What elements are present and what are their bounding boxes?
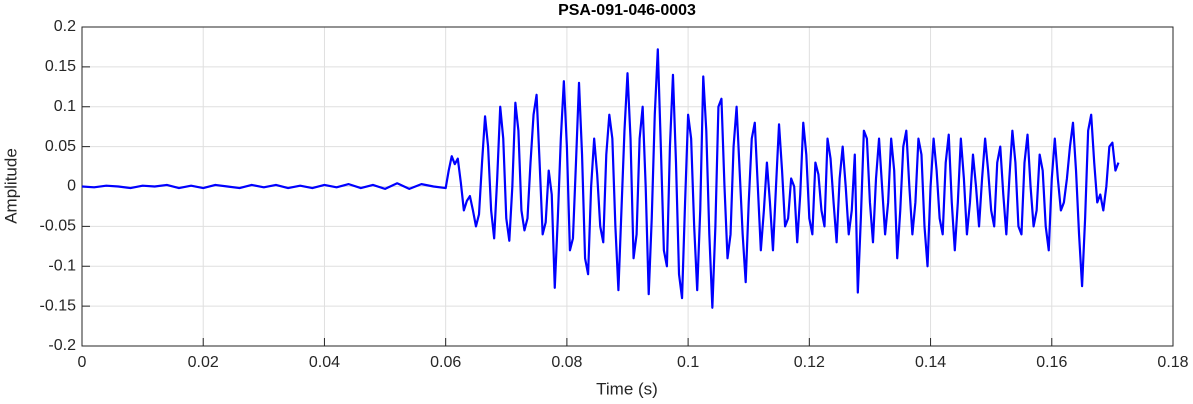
x-axis-label: Time (s)	[596, 379, 658, 398]
y-tick-label: 0.1	[54, 98, 76, 115]
x-tick-label: 0.08	[551, 354, 582, 371]
y-tick-label: -0.2	[48, 337, 76, 354]
x-tick-label: 0	[78, 354, 87, 371]
y-tick-label: 0.15	[45, 58, 76, 75]
chart-title: PSA-091-046-0003	[558, 2, 696, 19]
y-tick-label: 0.05	[45, 138, 76, 155]
y-tick-label: -0.15	[40, 297, 77, 314]
x-tick-label: 0.16	[1036, 354, 1067, 371]
y-tick-label: 0.2	[54, 18, 76, 35]
x-tick-label: 0.02	[188, 354, 219, 371]
x-tick-label: 0.04	[309, 354, 340, 371]
x-tick-label: 0.1	[677, 354, 699, 371]
x-tick-label: 0.18	[1157, 354, 1188, 371]
x-tick-label: 0.06	[430, 354, 461, 371]
y-tick-label: -0.1	[48, 257, 76, 274]
x-tick-label: 0.12	[794, 354, 825, 371]
y-axis-label: Amplitude	[1, 148, 20, 224]
y-tick-label: -0.05	[40, 218, 77, 235]
x-tick-label: 0.14	[915, 354, 946, 371]
y-tick-label: 0	[67, 178, 76, 195]
signal-line	[81, 48, 1120, 309]
